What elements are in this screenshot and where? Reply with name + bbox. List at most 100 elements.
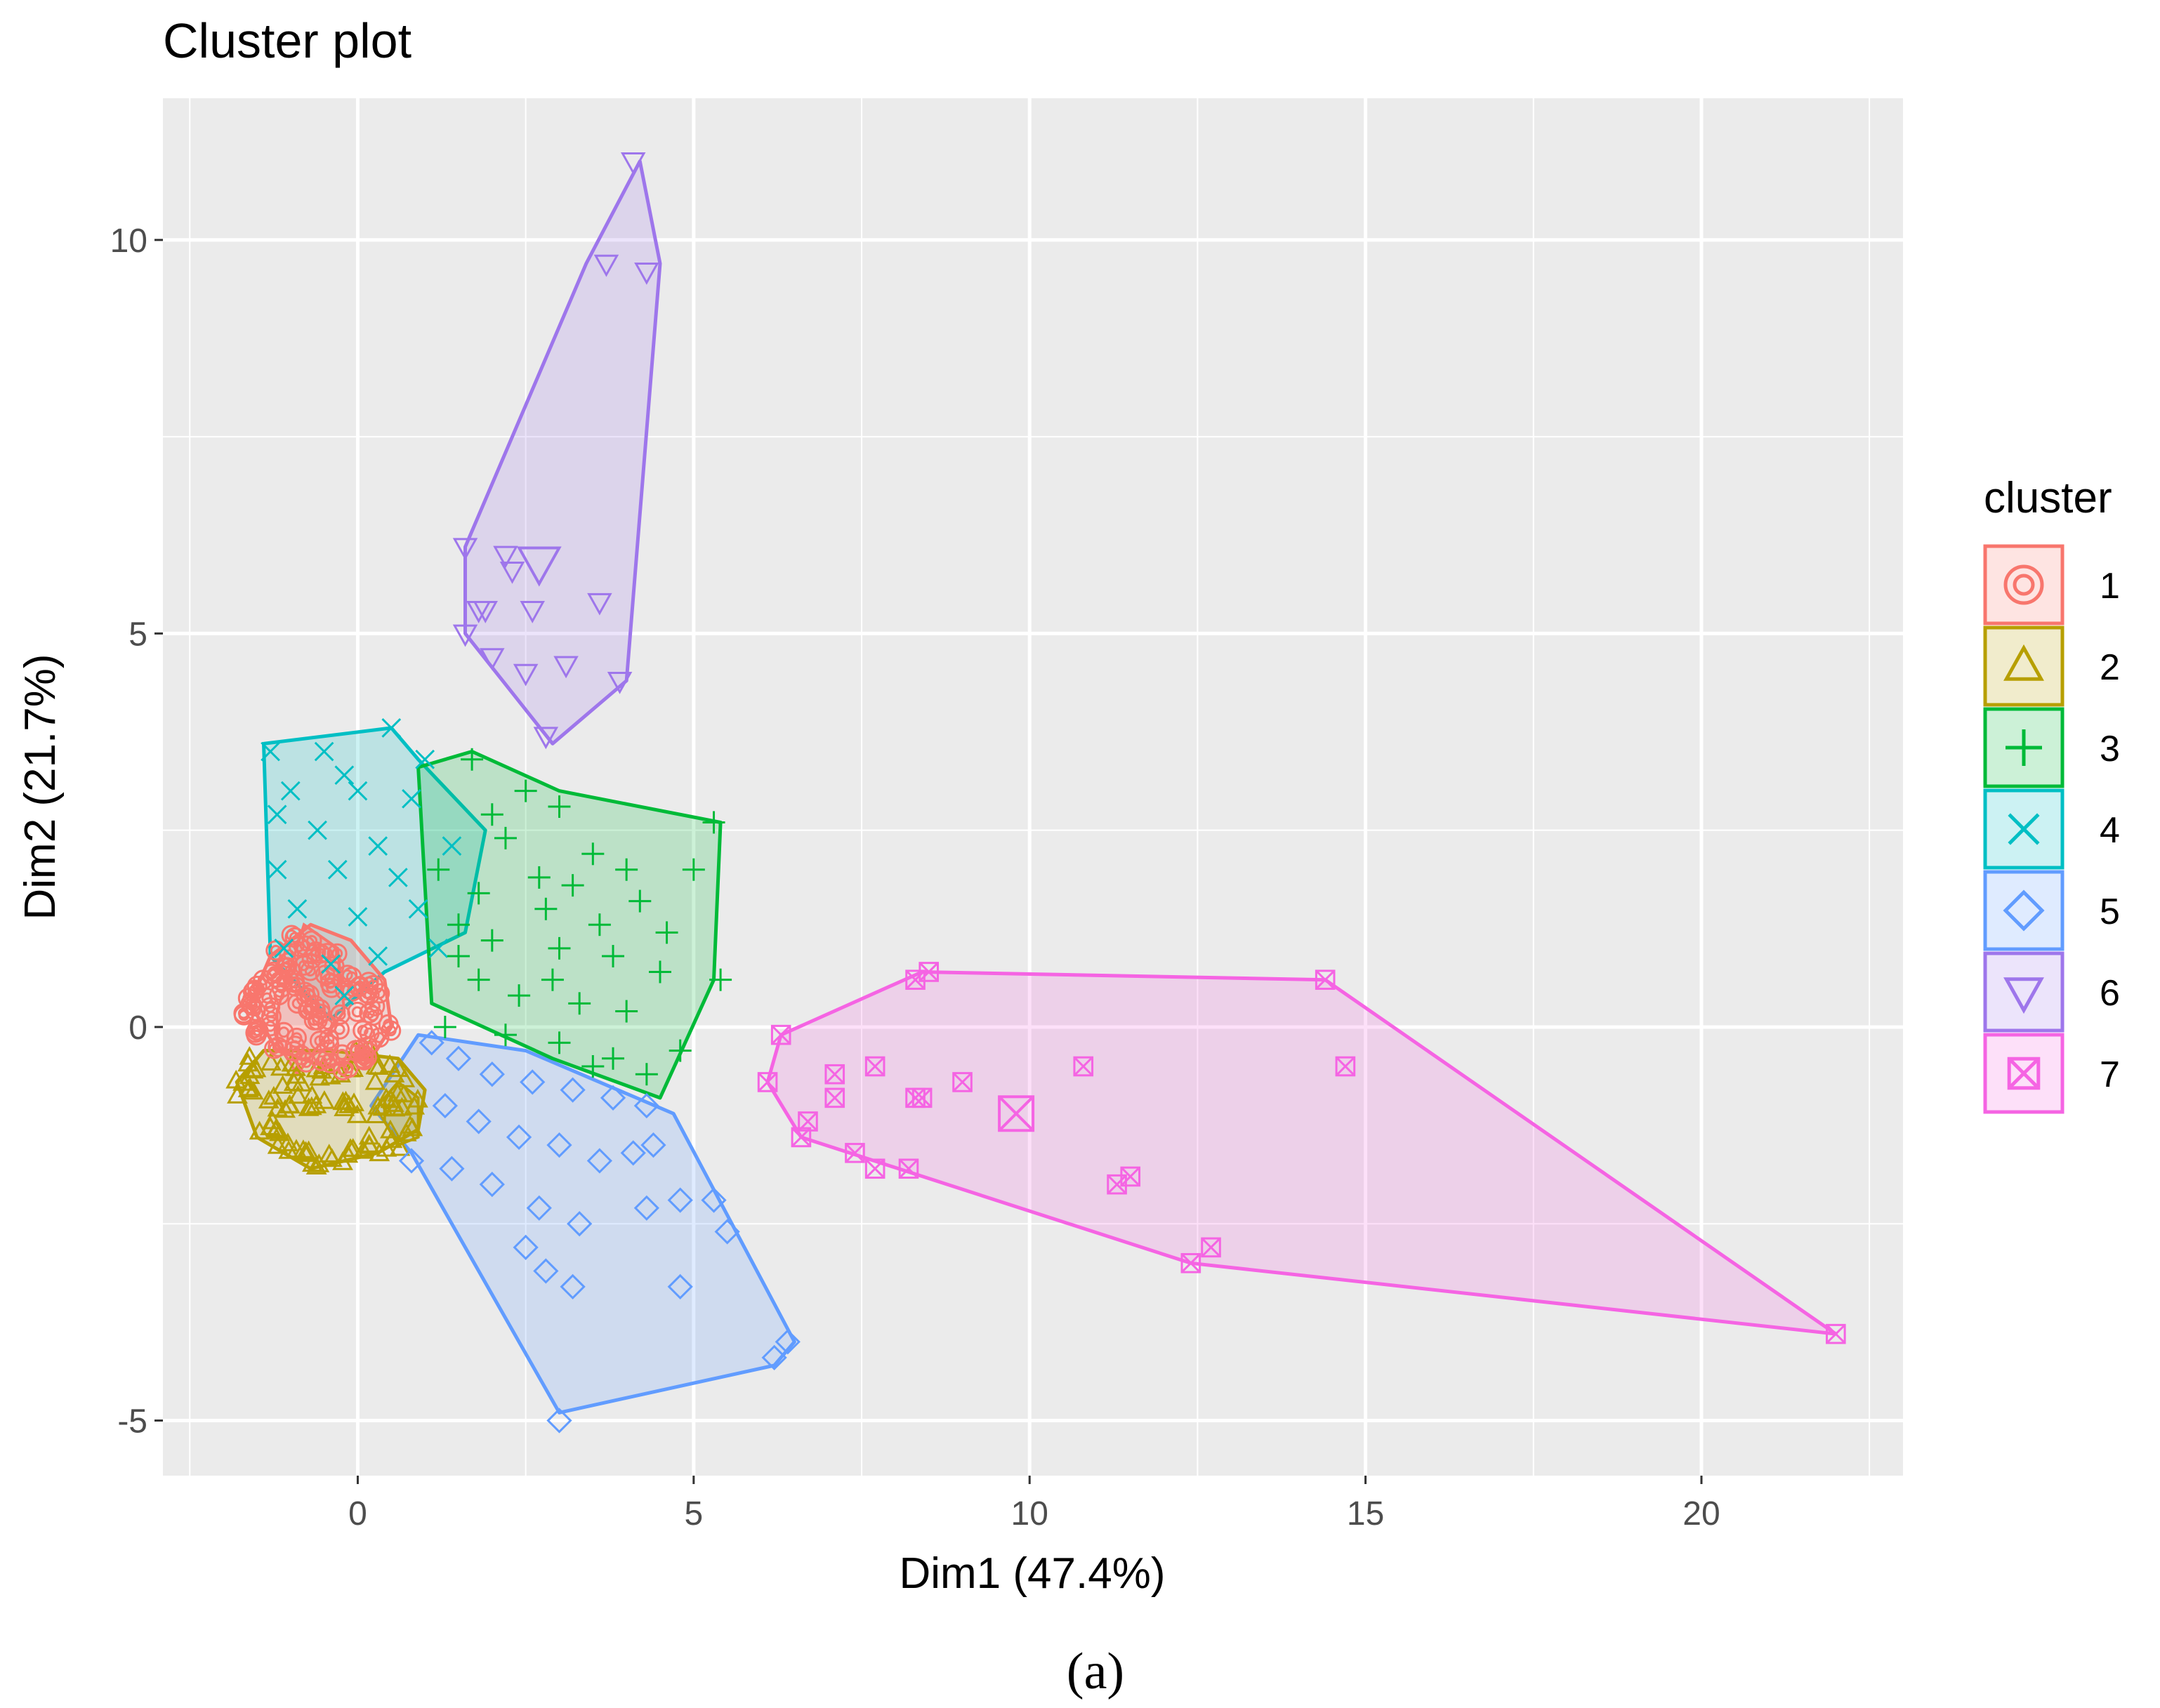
- cluster-3-point: [602, 945, 625, 968]
- cluster-2-point: [388, 1058, 409, 1078]
- cluster-1-point: [248, 1021, 269, 1042]
- cluster-5-point: [513, 1234, 539, 1260]
- cluster-3-point: [527, 866, 551, 889]
- cluster-2-point: [275, 1099, 296, 1118]
- cluster-5-point: [600, 1085, 626, 1111]
- cluster-2-point: [245, 1058, 267, 1078]
- cluster-7-point: [1073, 1056, 1094, 1077]
- cluster-3-point: [669, 1039, 692, 1062]
- cluster-4-point: [348, 781, 368, 801]
- cluster-2-point: [376, 1087, 397, 1107]
- legend-key-5: [1983, 870, 2064, 951]
- cluster-2-point: [237, 1052, 258, 1072]
- cluster-5-point: [667, 1187, 693, 1213]
- cluster-6-point: [634, 262, 659, 285]
- cluster-3-point: [480, 803, 503, 826]
- cluster-7-point: [911, 1087, 933, 1108]
- cluster-6-point: [480, 648, 505, 671]
- cluster-7-center-point: [998, 1095, 1035, 1132]
- cluster-1-point: [303, 1009, 324, 1031]
- chart-title: Cluster plot: [163, 13, 411, 68]
- cluster-4-point: [368, 946, 388, 966]
- cluster-4-point: [314, 741, 334, 762]
- cluster-6-point: [620, 152, 646, 175]
- cluster-5-point: [439, 1156, 465, 1181]
- cluster-6-point: [473, 601, 498, 623]
- cluster-4-point: [408, 899, 428, 919]
- legend-symbol-1: [2003, 564, 2044, 605]
- legend-key-6: [1983, 951, 2064, 1033]
- cluster-2-point: [318, 1144, 340, 1163]
- cluster-2-point: [260, 1052, 282, 1071]
- cluster-7-point: [824, 1087, 845, 1108]
- cluster-5-point: [633, 1092, 659, 1119]
- cluster-2-point: [338, 1094, 360, 1113]
- cluster-5-point: [506, 1124, 532, 1151]
- cluster-5-point: [667, 1273, 693, 1300]
- x-axis-label: Dim1 (47.4%): [900, 1549, 1166, 1598]
- legend-item-cluster-7: 7: [1983, 1033, 2120, 1114]
- legend-label-7: 7: [2100, 1054, 2120, 1095]
- cluster-3-point: [702, 811, 725, 834]
- cluster-4-point: [267, 805, 287, 825]
- cluster-7-point: [1201, 1237, 1221, 1258]
- legend-label-6: 6: [2100, 973, 2120, 1014]
- cluster-3-point: [480, 929, 503, 952]
- cluster-3-point: [548, 936, 571, 960]
- cluster-2-point: [263, 1085, 284, 1105]
- cluster-5-point: [432, 1092, 458, 1119]
- cluster-2-point: [267, 1097, 289, 1117]
- x-tick-label: 15: [1347, 1495, 1384, 1532]
- cluster-2-point: [364, 1071, 386, 1090]
- legend-item-cluster-4: 4: [1983, 788, 2120, 870]
- cluster-3-points: [427, 748, 732, 1086]
- cluster-2-point: [340, 1138, 361, 1157]
- legend-symbol-7: [2007, 1057, 2041, 1090]
- cluster-1-point: [246, 975, 268, 996]
- cluster-3-point: [568, 992, 591, 1015]
- cluster-2-point: [260, 1116, 281, 1135]
- cluster-2-point: [305, 1094, 327, 1113]
- legend-key-2: [1983, 625, 2064, 707]
- cluster-1-point: [362, 1005, 383, 1026]
- cluster-7-point: [1335, 1056, 1356, 1077]
- cluster-4-point: [327, 859, 348, 880]
- cluster-2-point: [298, 1140, 320, 1160]
- cluster-4-point: [274, 938, 294, 958]
- cluster-6-point: [533, 727, 559, 750]
- cluster-6-point: [452, 538, 478, 561]
- legend-title: cluster: [1984, 474, 2112, 522]
- legend-label-2: 2: [2100, 647, 2120, 688]
- cluster-3-point: [461, 748, 484, 771]
- cluster-6-point: [607, 671, 633, 694]
- cluster-5-point: [560, 1273, 586, 1300]
- cluster-7-points: [757, 962, 1846, 1344]
- cluster-3-point: [602, 1047, 625, 1070]
- cluster-2-point: [309, 1066, 331, 1086]
- cluster-7-point: [845, 1143, 865, 1163]
- cluster-3-point: [494, 826, 517, 849]
- cluster-5-point: [620, 1140, 646, 1166]
- legend-label-1: 1: [2100, 566, 2120, 607]
- cluster-3-point: [508, 984, 531, 1007]
- cluster-7-point: [1120, 1166, 1141, 1187]
- y-tick-label: 0: [129, 1009, 147, 1047]
- cluster-2-point: [272, 1075, 294, 1094]
- cluster-4-point: [388, 868, 408, 887]
- plot-panel: [163, 98, 1903, 1476]
- cluster-5-point: [520, 1069, 546, 1095]
- cluster-3-point: [635, 1063, 658, 1086]
- cluster-5-point: [533, 1258, 559, 1284]
- cluster-5-point: [546, 1408, 572, 1434]
- legend-item-cluster-3: 3: [1983, 707, 2120, 788]
- cluster-7-point: [824, 1064, 845, 1085]
- legend-item-cluster-1: 1: [1983, 544, 2120, 625]
- cluster-7-point: [1107, 1174, 1127, 1195]
- cluster-5-point: [479, 1061, 505, 1087]
- cluster-4-point: [308, 820, 327, 840]
- cluster-7-point: [757, 1072, 778, 1092]
- cluster-6-point: [499, 561, 525, 584]
- cluster-4-point: [381, 718, 402, 738]
- cluster-2-point: [358, 1125, 380, 1145]
- grid-lines: [163, 98, 1903, 1476]
